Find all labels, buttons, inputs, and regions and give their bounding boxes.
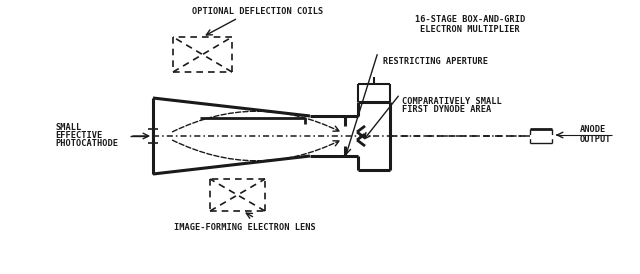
Text: ELECTRON MULTIPLIER: ELECTRON MULTIPLIER bbox=[420, 25, 520, 35]
Text: RESTRICTING APERTURE: RESTRICTING APERTURE bbox=[383, 58, 488, 67]
Text: EFFECTIVE: EFFECTIVE bbox=[55, 132, 102, 141]
Text: 16-STAGE BOX-AND-GRID: 16-STAGE BOX-AND-GRID bbox=[415, 15, 525, 24]
Text: OPTIONAL DEFLECTION COILS: OPTIONAL DEFLECTION COILS bbox=[193, 7, 324, 16]
Text: COMPARATIVELY SMALL: COMPARATIVELY SMALL bbox=[402, 96, 502, 105]
Text: SMALL: SMALL bbox=[55, 124, 81, 133]
Text: ANODE: ANODE bbox=[580, 125, 606, 135]
Text: IMAGE-FORMING ELECTRON LENS: IMAGE-FORMING ELECTRON LENS bbox=[174, 222, 316, 232]
Text: FIRST DYNODE AREA: FIRST DYNODE AREA bbox=[402, 105, 492, 115]
Text: OUTPUT: OUTPUT bbox=[580, 136, 611, 144]
Text: PHOTOCATHODE: PHOTOCATHODE bbox=[55, 139, 118, 149]
